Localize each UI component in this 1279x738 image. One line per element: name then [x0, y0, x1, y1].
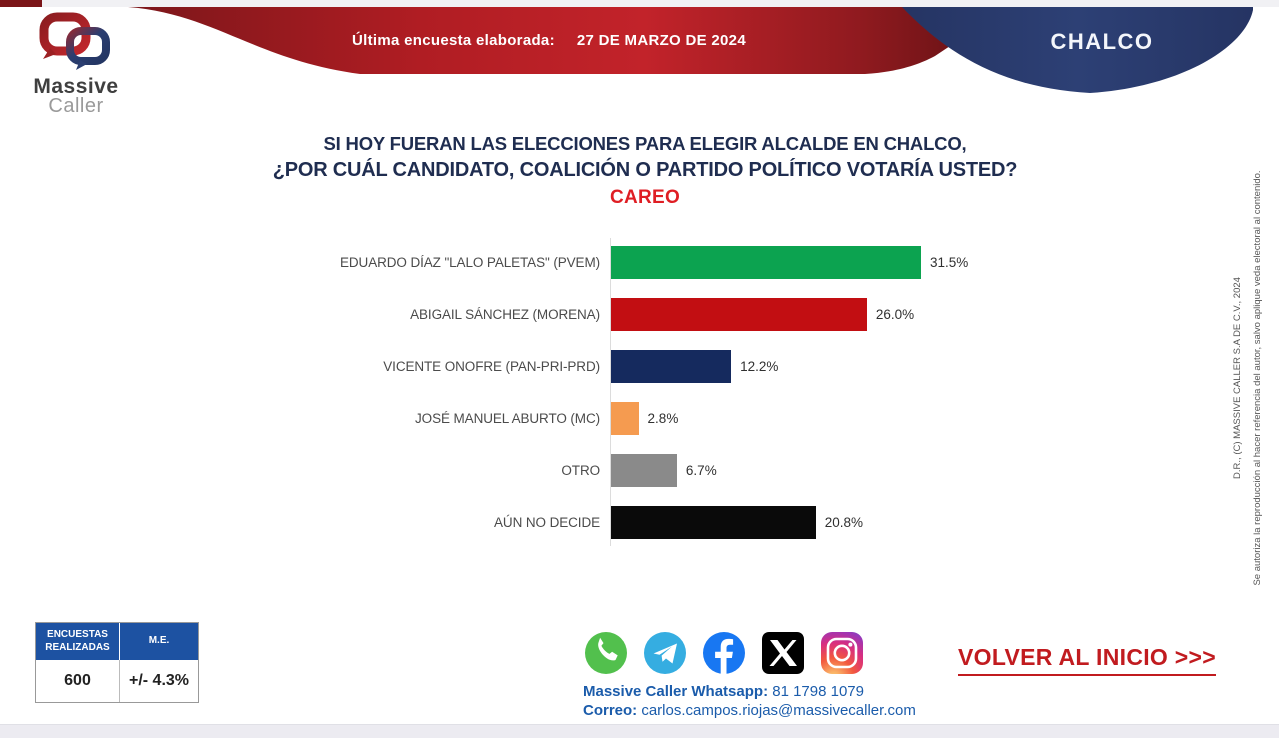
telegram-icon[interactable] [642, 630, 688, 676]
chart-row: JOSÉ MANUEL ABURTO (MC) 2.8% [318, 392, 968, 444]
whatsapp-label: Massive Caller Whatsapp: [583, 683, 769, 700]
bottom-strip [0, 724, 1279, 738]
logo-text-caller: Caller [48, 95, 104, 117]
candidate-label: AÚN NO DECIDE [494, 514, 600, 530]
copyright-line-1: D.R., (C) MASSIVE CALLER S.A DE C.V., 20… [1232, 277, 1244, 479]
candidate-bar [611, 453, 677, 487]
email-contact-line: Correo: carlos.campos.riojas@massivecall… [583, 702, 916, 721]
candidate-bar [611, 349, 732, 383]
stats-header-me: M.E. [120, 623, 198, 660]
copyright-notice: D.R., (C) MASSIVE CALLER S.A DE C.V., 20… [1228, 139, 1268, 617]
stats-value-me: +/- 4.3% [128, 672, 190, 689]
whatsapp-number: 81 1798 1079 [772, 683, 864, 700]
stats-table: ENCUESTAS REALIZADAS M.E. 600 +/- 4.3% [35, 622, 199, 703]
navy-ribbon [902, 7, 1253, 93]
candidate-bar [611, 297, 867, 331]
stats-header-row: ENCUESTAS REALIZADAS M.E. [36, 623, 198, 660]
facebook-icon[interactable] [701, 630, 747, 676]
instagram-icon[interactable] [819, 630, 865, 676]
top-strip-corner [0, 0, 42, 7]
question-subtitle-careo: CAREO [609, 187, 681, 208]
candidate-value: 2.8% [647, 410, 679, 426]
x-icon[interactable] [760, 630, 806, 676]
top-strip [0, 0, 1279, 7]
candidate-bar [611, 505, 816, 539]
red-ribbon [128, 7, 962, 74]
whatsapp-icon[interactable] [583, 630, 629, 676]
candidate-value: 26.0% [875, 306, 915, 322]
question-title: SI HOY FUERAN LAS ELECCIONES PARA ELEGIR… [140, 133, 1150, 209]
question-line-2: ¿POR CUÁL CANDIDATO, COALICIÓN O PARTIDO… [272, 159, 1018, 181]
candidate-label: OTRO [561, 462, 600, 478]
candidate-label: EDUARDO DÍAZ "LALO PALETAS" (PVEM) [340, 254, 600, 270]
candidate-bar [611, 245, 921, 279]
chart-row: AÚN NO DECIDE 20.8% [318, 496, 968, 548]
email-label: Correo: [583, 701, 638, 719]
candidate-value: 6.7% [685, 462, 717, 478]
stats-header-encuestas: ENCUESTAS REALIZADAS [36, 623, 120, 660]
candidate-bar [611, 401, 639, 435]
chart-row: EDUARDO DÍAZ "LALO PALETAS" (PVEM) 31.5% [318, 236, 968, 288]
banner-date: 27 DE MARZO DE 2024 [576, 32, 746, 49]
back-to-home-link[interactable]: VOLVER AL INICIO >>> [958, 644, 1217, 676]
email-address: carlos.campos.riojas@massivecaller.com [641, 701, 916, 719]
massive-caller-logo-icon [39, 12, 110, 70]
candidate-label: JOSÉ MANUEL ABURTO (MC) [415, 410, 600, 426]
social-icons-row [583, 630, 916, 676]
candidate-value: 31.5% [930, 254, 969, 270]
chart-row: VICENTE ONOFRE (PAN-PRI-PRD) 12.2% [318, 340, 968, 392]
candidate-value: 20.8% [824, 514, 863, 530]
banner-label: Última encuesta elaborada: [352, 32, 555, 49]
chart-row: OTRO 6.7% [318, 444, 968, 496]
chart-axis-line [610, 238, 611, 546]
question-line-1: SI HOY FUERAN LAS ELECCIONES PARA ELEGIR… [323, 133, 967, 154]
logo: Massive Caller [28, 12, 124, 118]
candidate-value: 12.2% [740, 358, 779, 374]
contact-block: Massive Caller Whatsapp: 81 1798 1079 Co… [583, 630, 916, 721]
location-title: CHALCO [1050, 29, 1154, 54]
banner: Última encuesta elaborada: 27 DE MARZO D… [352, 32, 746, 49]
candidate-label: ABIGAIL SÁNCHEZ (MORENA) [410, 306, 600, 322]
header-banner-graphic [128, 7, 1253, 93]
stats-value-row: 600 +/- 4.3% [36, 660, 198, 702]
stats-value-encuestas: 600 [36, 660, 120, 702]
chart-rows: EDUARDO DÍAZ "LALO PALETAS" (PVEM) 31.5% A… [318, 236, 968, 548]
chart-row: ABIGAIL SÁNCHEZ (MORENA) 26.0% [318, 288, 968, 340]
candidate-label: VICENTE ONOFRE (PAN-PRI-PRD) [383, 358, 600, 374]
logo-text-massive: Massive [33, 75, 119, 98]
copyright-line-2: Se autoriza la reproducción al hacer ref… [1252, 170, 1263, 586]
whatsapp-contact-line: Massive Caller Whatsapp: 81 1798 1079 [583, 683, 916, 702]
